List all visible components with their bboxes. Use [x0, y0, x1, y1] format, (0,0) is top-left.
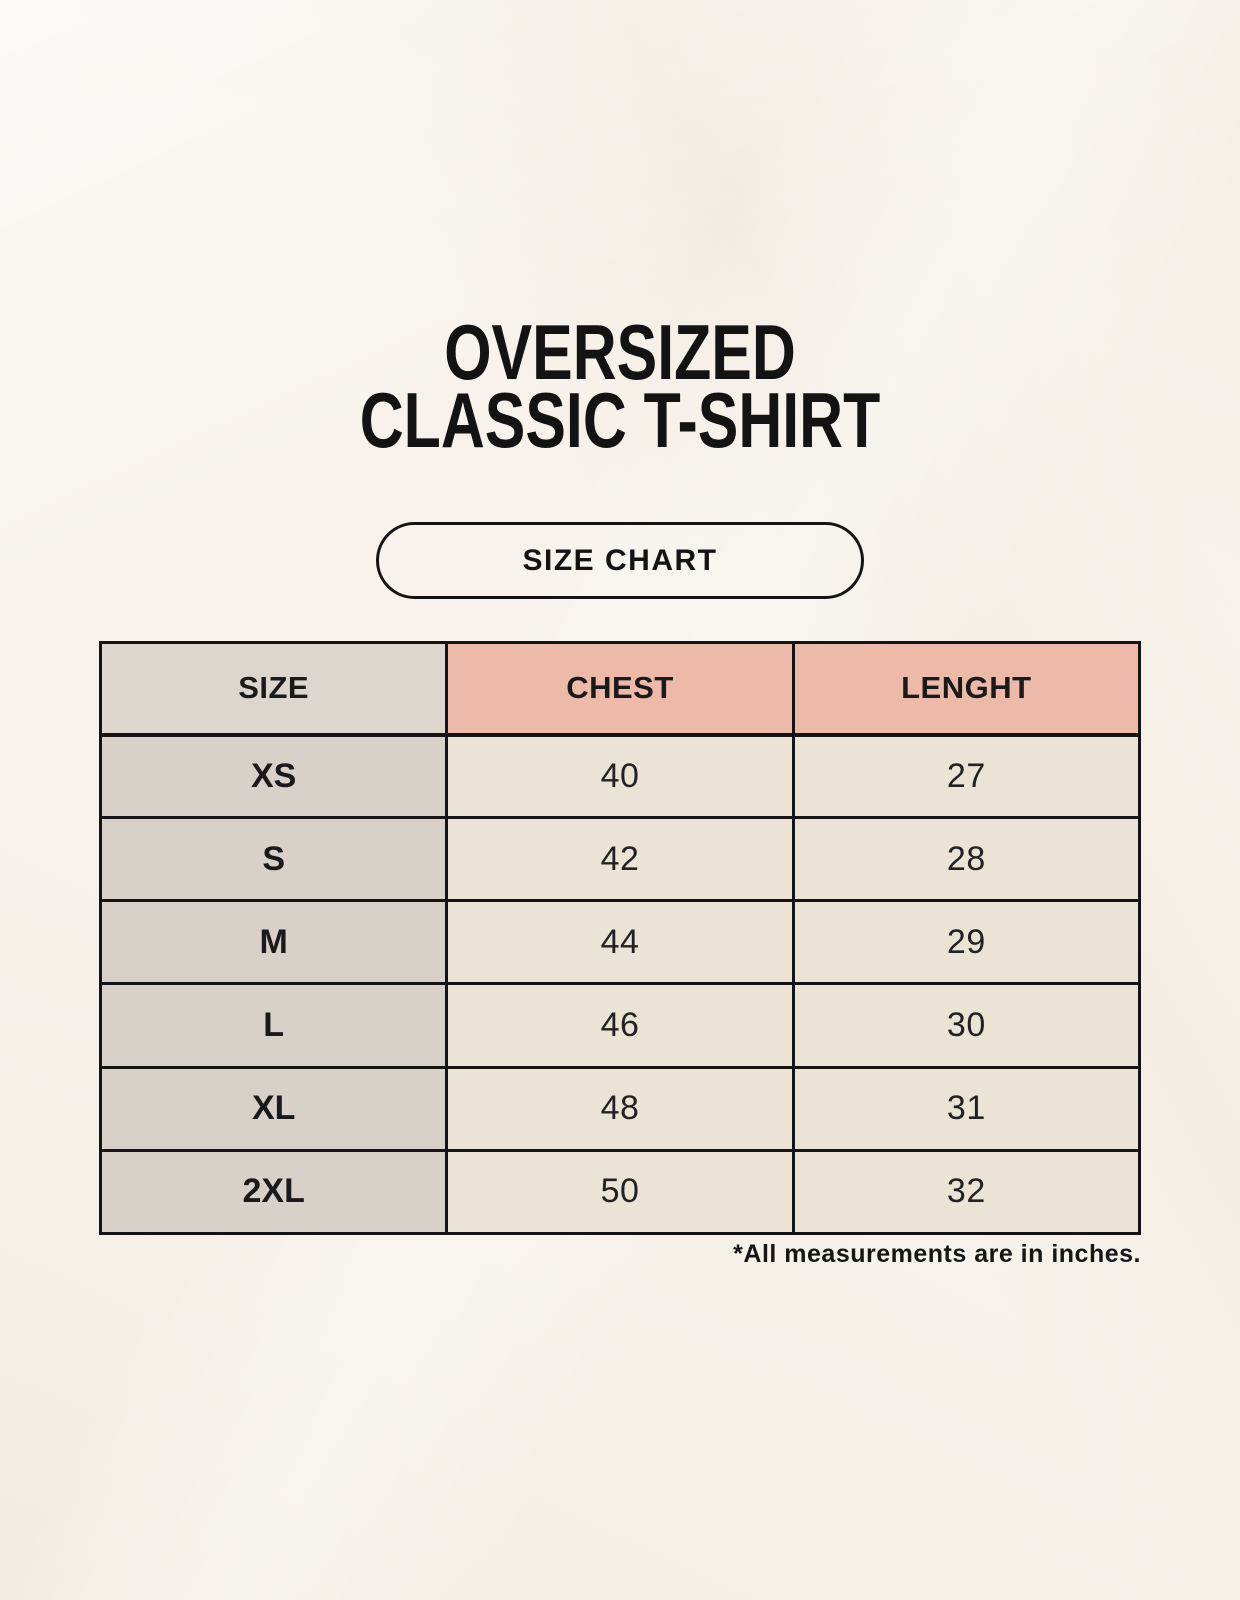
chest-value-cell: 46 — [445, 982, 795, 1069]
page-title: OVERSIZED CLASSIC T-SHIRT — [136, 308, 1103, 464]
size-chart-button[interactable]: SIZE CHART — [376, 522, 864, 599]
lenght-value-cell: 27 — [791, 732, 1142, 820]
table-row: M 44 29 — [98, 899, 1142, 986]
lenght-value-cell: 29 — [791, 899, 1142, 986]
lenght-value-cell: 32 — [791, 1148, 1142, 1236]
title-line-1: OVERSIZED — [444, 308, 796, 396]
lenght-value-cell: 28 — [791, 816, 1142, 903]
table-row: S 42 28 — [98, 816, 1142, 903]
column-header-size: SIZE — [98, 641, 449, 737]
chest-value-cell: 48 — [445, 1065, 795, 1152]
size-cell: XL — [98, 1065, 449, 1152]
size-cell: S — [98, 816, 449, 903]
measurements-footnote: *All measurements are in inches. — [733, 1240, 1141, 1268]
title-line-2: CLASSIC T-SHIRT — [359, 376, 881, 464]
table-row: XS 40 27 — [98, 732, 1142, 820]
lenght-value-cell: 30 — [791, 982, 1142, 1069]
size-cell: 2XL — [98, 1148, 449, 1236]
table-row: L 46 30 — [98, 982, 1142, 1069]
size-cell: XS — [98, 732, 449, 820]
size-cell: M — [98, 899, 449, 986]
column-header-lenght: LENGHT — [791, 641, 1142, 737]
chest-value-cell: 42 — [445, 816, 795, 903]
size-chart-label: SIZE CHART — [522, 543, 718, 577]
chest-value-cell: 44 — [445, 899, 795, 986]
chest-value-cell: 50 — [445, 1148, 795, 1236]
table-row: XL 48 31 — [98, 1065, 1142, 1152]
table-row: 2XL 50 32 — [98, 1148, 1142, 1236]
chest-value-cell: 40 — [445, 732, 795, 820]
size-chart-table: SIZE CHEST LENGHT XS 40 27 S 42 28 M 44 … — [98, 641, 1142, 1236]
lenght-value-cell: 31 — [791, 1065, 1142, 1152]
size-cell: L — [98, 982, 449, 1069]
column-header-chest: CHEST — [445, 641, 795, 737]
table-header-row: SIZE CHEST LENGHT — [98, 641, 1142, 737]
